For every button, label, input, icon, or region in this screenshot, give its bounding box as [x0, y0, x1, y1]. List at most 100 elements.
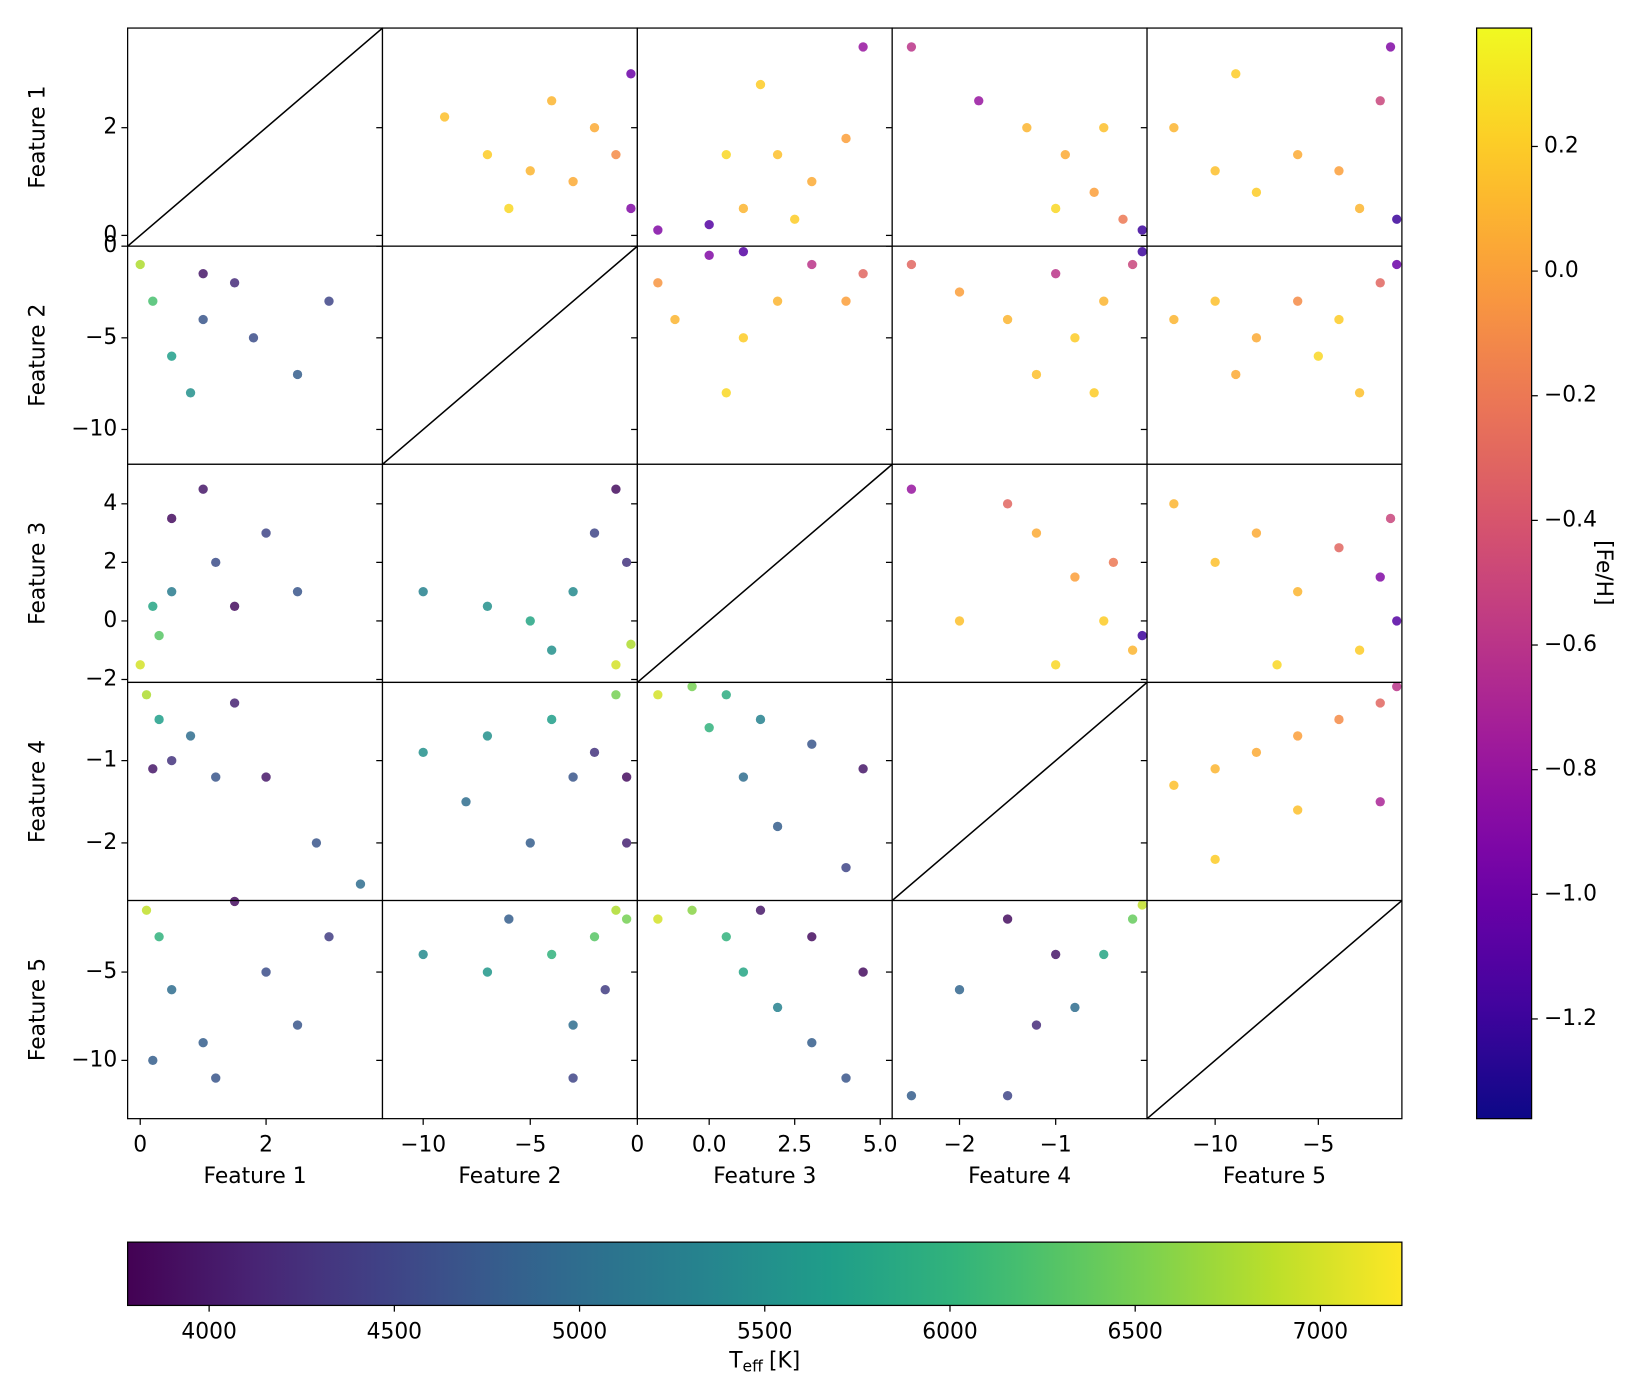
panel-background — [127, 900, 383, 1119]
point — [611, 690, 621, 700]
panel-background — [1147, 682, 1402, 901]
point — [198, 1038, 208, 1048]
point — [547, 714, 557, 725]
point — [772, 821, 783, 832]
point — [1293, 805, 1303, 815]
point — [229, 698, 240, 708]
point — [1137, 630, 1147, 641]
panel: −10 −5 — [1140, 899, 1403, 1158]
point — [1375, 278, 1385, 288]
panel — [1140, 681, 1403, 907]
y-axis-label: Feature 1 — [25, 86, 50, 189]
x-axis-label: Feature 5 — [1223, 1164, 1326, 1189]
y-tick-label: 0 — [103, 233, 117, 258]
point — [626, 203, 636, 214]
point — [141, 690, 152, 700]
point — [185, 731, 196, 741]
y-axis-label: Feature 3 — [25, 522, 50, 625]
panel: 02 — [103, 27, 384, 253]
point — [261, 772, 271, 782]
y-tick-label: −5 — [85, 325, 117, 350]
point — [721, 932, 731, 942]
point — [154, 630, 164, 641]
point — [248, 333, 259, 343]
point — [954, 985, 965, 995]
point — [653, 225, 663, 235]
point — [1031, 528, 1042, 538]
point — [653, 914, 663, 924]
y-tick-label: 0 — [103, 608, 117, 633]
panel — [1140, 463, 1403, 689]
panel: 0 2 −10 −5 — [71, 896, 384, 1158]
point — [841, 296, 851, 306]
point — [1060, 149, 1070, 160]
y-tick-label: 4 — [103, 491, 117, 516]
point — [1169, 123, 1179, 133]
label-unit: [K] — [769, 1348, 800, 1373]
y-axis-label: Feature 4 — [25, 740, 50, 843]
colorbar — [1475, 27, 1533, 1120]
point — [229, 896, 240, 907]
point — [589, 747, 600, 758]
colorbar-tick-label: 6500 — [1107, 1319, 1162, 1344]
point — [418, 949, 428, 960]
colorbar-tick-label: 0.0 — [1544, 258, 1579, 283]
point — [626, 639, 636, 650]
diagonal-line — [891, 681, 1148, 902]
point — [1070, 1002, 1080, 1013]
panel-background — [637, 28, 893, 247]
point — [807, 176, 817, 187]
point — [621, 838, 632, 848]
colorbar — [127, 1241, 1403, 1307]
y-axis-label: Feature 2 — [25, 304, 50, 407]
point — [547, 96, 557, 106]
y-tick-label: 0 — [103, 222, 117, 247]
panel-background — [1147, 246, 1402, 465]
point — [1210, 854, 1220, 865]
point — [772, 296, 783, 306]
y-tick-label: 2 — [103, 115, 117, 140]
point — [1375, 96, 1385, 106]
y-tick-label: −2 — [85, 830, 117, 855]
point — [1251, 333, 1262, 343]
panel — [885, 681, 1148, 907]
colorbar-tick-label: 4000 — [181, 1319, 236, 1344]
point — [1354, 388, 1365, 398]
point — [1385, 42, 1396, 52]
label-sub: eff — [743, 1357, 764, 1375]
point — [311, 838, 322, 848]
point — [1051, 949, 1061, 960]
point — [185, 388, 196, 398]
point — [721, 690, 731, 700]
point — [755, 905, 766, 915]
y-tick-label: −10 — [71, 416, 117, 441]
point — [482, 967, 493, 977]
point — [807, 259, 817, 270]
point — [525, 838, 535, 848]
point — [1251, 747, 1262, 758]
point — [670, 314, 680, 325]
panel: 0.0 2.5 5.0 — [631, 899, 898, 1158]
point — [1354, 203, 1365, 214]
point — [589, 528, 600, 538]
colorbar-label: [Fe/H] — [1591, 540, 1616, 605]
colorbar-tick-label: 4500 — [367, 1319, 422, 1344]
colorbar-tick-label: 7000 — [1293, 1319, 1348, 1344]
point — [1392, 259, 1402, 270]
point — [1210, 296, 1220, 306]
panel — [376, 245, 638, 471]
point — [1392, 681, 1402, 692]
panel — [376, 463, 638, 689]
point — [704, 219, 714, 230]
point — [906, 42, 917, 52]
point — [167, 985, 177, 995]
point — [1334, 166, 1344, 176]
point — [198, 314, 208, 325]
panel-background — [127, 246, 383, 465]
point — [148, 601, 158, 611]
point — [568, 1020, 578, 1030]
point — [1251, 528, 1262, 538]
point — [167, 586, 177, 597]
point — [704, 250, 714, 261]
